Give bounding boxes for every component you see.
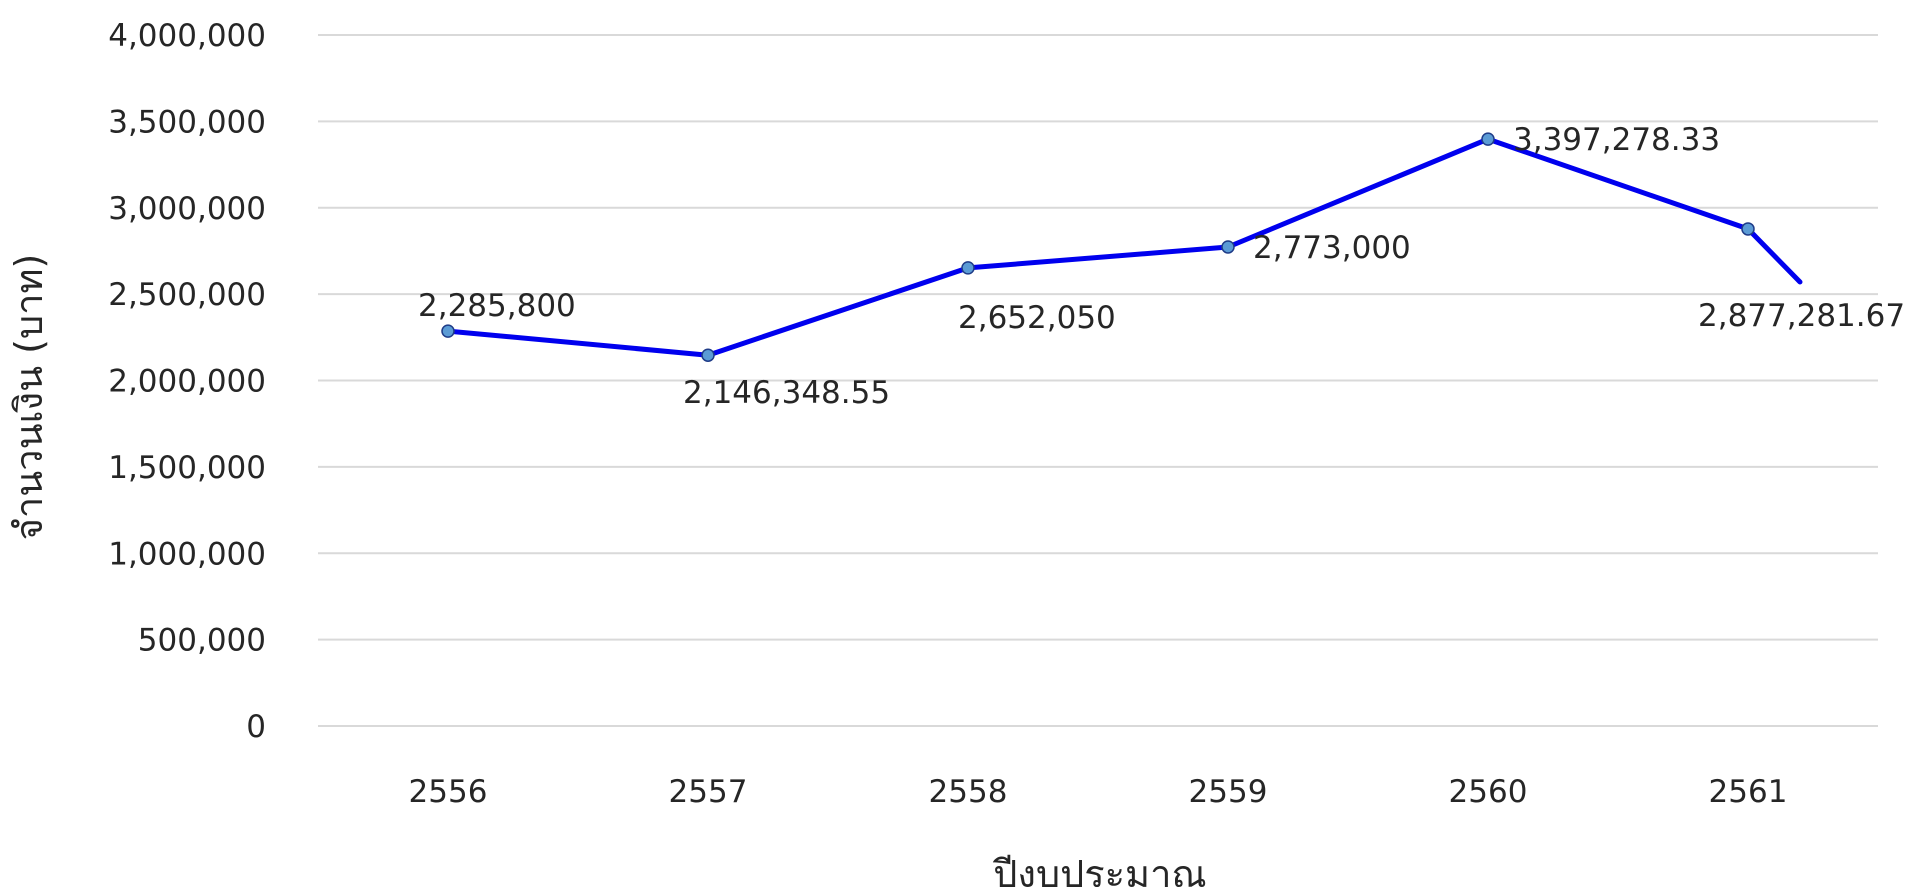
x-tick-label: 2558: [929, 774, 1008, 810]
data-point-marker: [441, 324, 455, 338]
gridlines: [318, 34, 1878, 727]
data-label: 3,397,278.33: [1513, 122, 1720, 158]
series-line: [445, 136, 1803, 358]
y-tick-label: 1,500,000: [108, 450, 266, 486]
y-tick-label: 2,500,000: [108, 277, 266, 313]
data-point-marker: [701, 348, 715, 362]
data-label: 2,146,348.55: [683, 375, 890, 411]
series-group: [441, 132, 1803, 362]
x-tick-label: 2556: [409, 774, 488, 810]
y-tick-label: 3,500,000: [108, 104, 266, 140]
y-tick-label: 500,000: [138, 623, 266, 659]
y-axis-ticks: 0 500,000 1,000,000 1,500,000 2,000,000 2,500…: [108, 18, 266, 745]
x-axis-ticks: 2556 2557 2558 2559 2560 2561: [409, 774, 1788, 810]
data-label: 2,285,800: [418, 288, 576, 324]
y-tick-label: 3,000,000: [108, 191, 266, 227]
x-tick-label: 2560: [1449, 774, 1528, 810]
data-labels: 2,285,800 2,146,348.55 2,652,050 2,773,000 3…: [418, 122, 1905, 411]
data-label: 2,877,281.67: [1698, 298, 1905, 334]
data-point-marker: [961, 261, 975, 275]
y-tick-label: 1,000,000: [108, 536, 266, 572]
y-axis-title: จำนวนเงิน (บาท): [7, 254, 51, 541]
data-point-marker: [1741, 222, 1755, 236]
data-point-marker: [1481, 132, 1495, 146]
data-point-marker: [1221, 240, 1235, 254]
y-tick-label: 2,000,000: [108, 364, 266, 400]
x-tick-label: 2559: [1189, 774, 1268, 810]
data-label: 2,652,050: [958, 300, 1116, 336]
x-axis-title: ปีงบประมาณ: [993, 852, 1207, 895]
data-label: 2,773,000: [1253, 230, 1411, 266]
x-tick-label: 2557: [669, 774, 748, 810]
y-tick-label: 4,000,000: [108, 18, 266, 54]
x-tick-label: 2561: [1709, 774, 1788, 810]
y-tick-label: 0: [246, 709, 266, 745]
